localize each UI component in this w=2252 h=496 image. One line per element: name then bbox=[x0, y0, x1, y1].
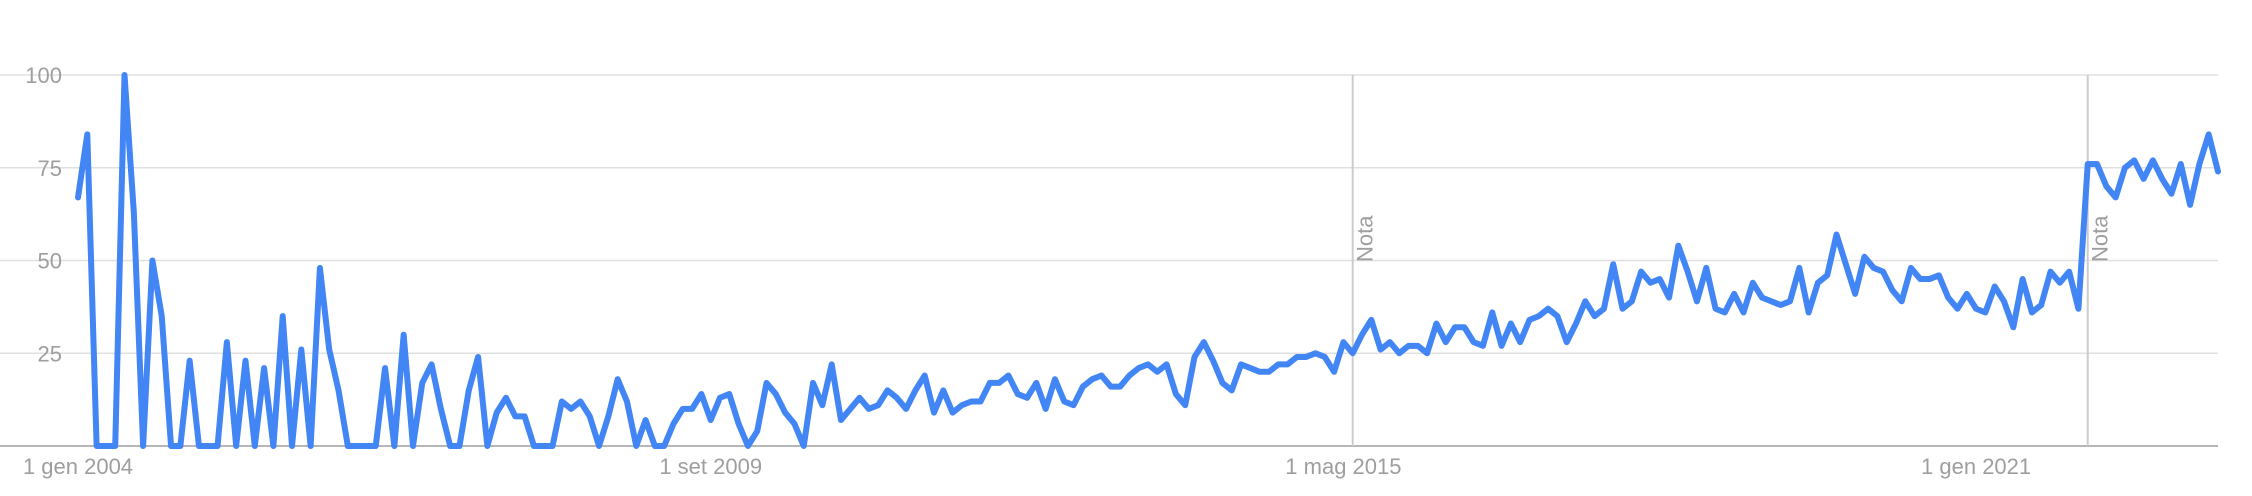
series-layer bbox=[75, 72, 2221, 449]
y-tick-label: 75 bbox=[38, 156, 62, 181]
x-tick-label: 1 set 2009 bbox=[659, 454, 762, 479]
note-label: Nota bbox=[2088, 215, 2113, 262]
y-tick-label: 100 bbox=[25, 63, 62, 88]
annotation-layer: Nota Nota bbox=[1351, 75, 2113, 446]
x-tick-label: 1 gen 2021 bbox=[1921, 454, 2031, 479]
y-tick-label: 25 bbox=[38, 341, 62, 366]
x-tick-label: 1 mag 2015 bbox=[1285, 454, 1401, 479]
y-tick-label: 50 bbox=[38, 249, 62, 274]
note-label: Nota bbox=[1353, 215, 1378, 262]
tick-layer: 25 50 75 100 1 gen 2004 1 set 2009 1 mag 2015 1… bbox=[23, 63, 2031, 479]
series-line bbox=[75, 72, 2221, 449]
x-tick-label: 1 gen 2004 bbox=[23, 454, 133, 479]
grid-layer bbox=[0, 74, 2218, 447]
